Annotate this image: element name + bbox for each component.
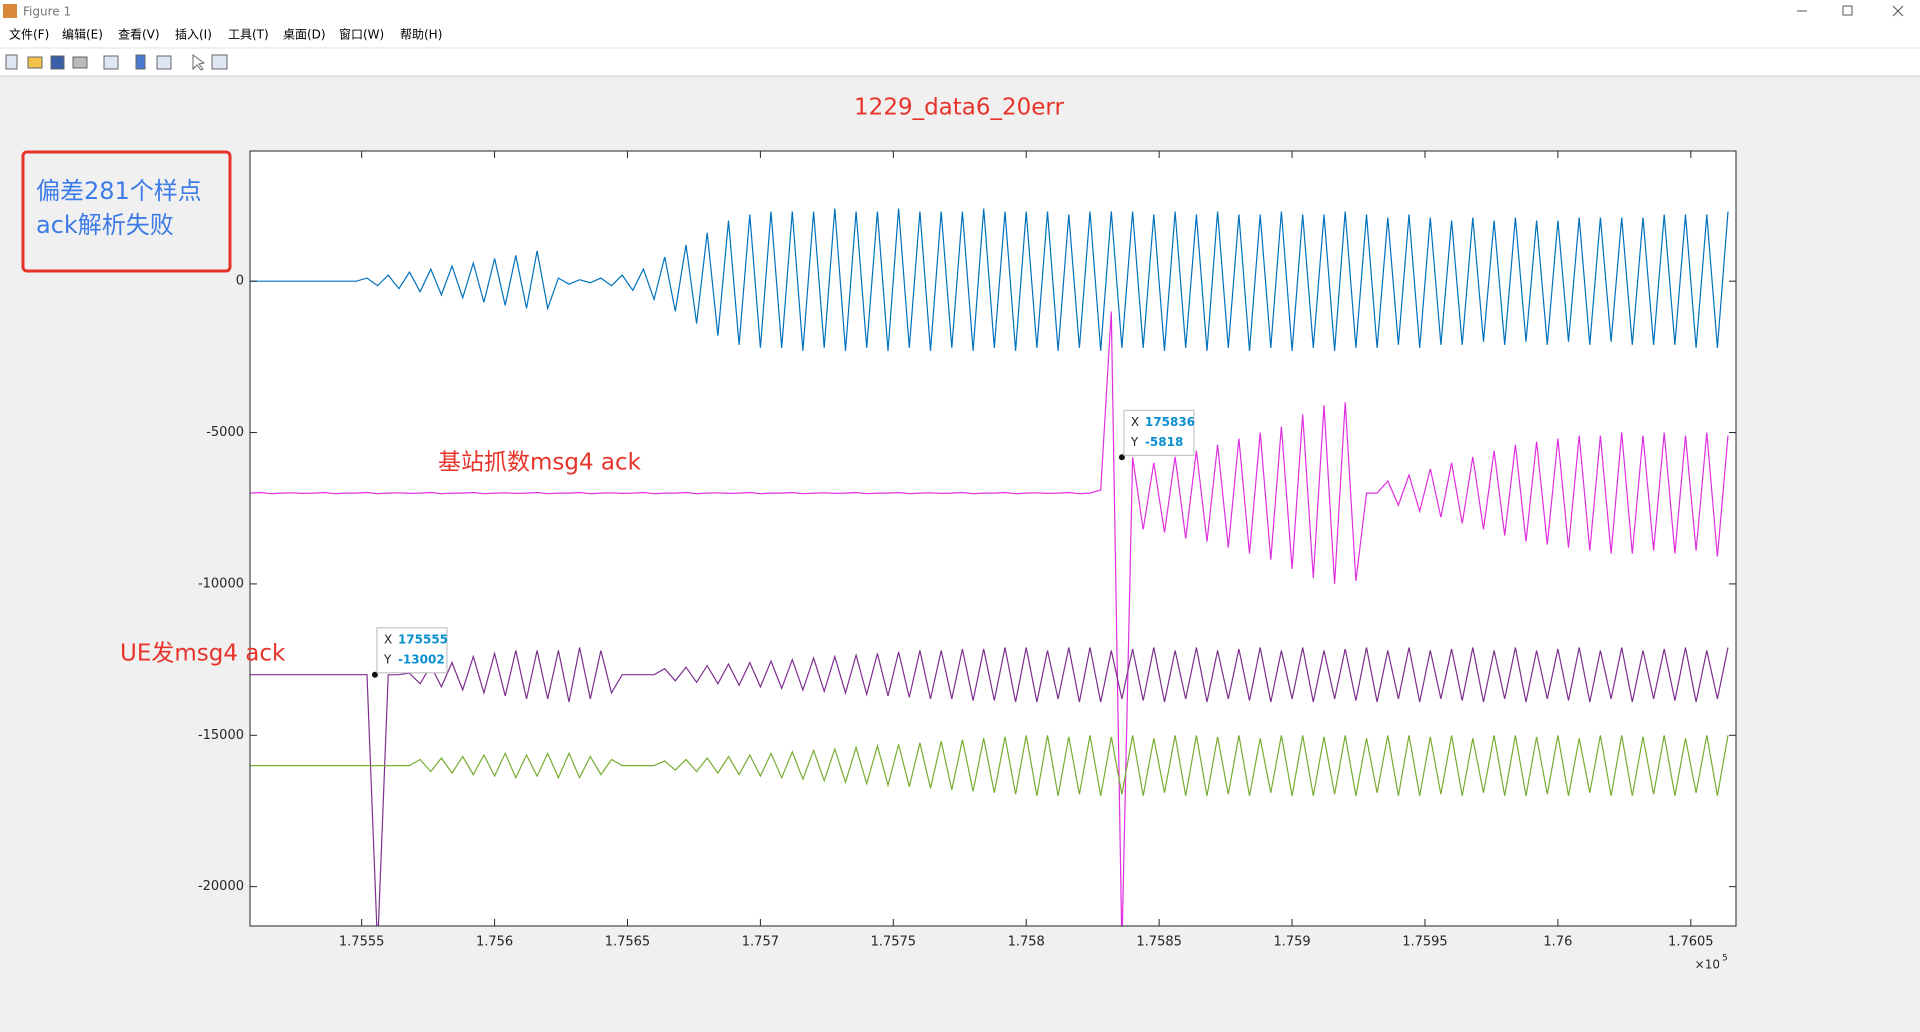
note-text: 偏差281个样点 xyxy=(36,177,202,205)
axes-box xyxy=(249,150,1737,927)
maximize-button[interactable] xyxy=(1842,5,1853,16)
x-tick-label: 1.7555 xyxy=(339,935,385,950)
y-tick-label: -5000 xyxy=(206,425,244,440)
plot-area xyxy=(250,208,1729,926)
x-tick-label: 1.76 xyxy=(1543,935,1572,950)
datatip-value: 175555 xyxy=(398,632,448,646)
datatip-key: Y xyxy=(383,652,392,666)
datatip-key: Y xyxy=(1130,435,1139,449)
menu-item[interactable]: 插入(I) xyxy=(175,28,212,42)
series-line xyxy=(250,647,1729,926)
y-tick-label: -20000 xyxy=(198,879,244,894)
datatip-box[interactable] xyxy=(376,627,448,674)
menu-item[interactable]: 窗口(W) xyxy=(339,28,384,42)
menu-item[interactable]: 文件(F) xyxy=(9,27,49,42)
toolbar-button[interactable] xyxy=(192,54,206,71)
window-title: Figure 1 xyxy=(23,5,71,19)
x-tick-label: 1.757 xyxy=(742,935,779,950)
x-tick-label: 1.756 xyxy=(476,935,513,950)
x-exponent: ×10 xyxy=(1695,958,1720,972)
toolbar-button[interactable] xyxy=(156,55,172,70)
toolbar-button[interactable] xyxy=(50,55,65,70)
y-tick-label: 0 xyxy=(236,274,244,289)
menu-item[interactable]: 工具(T) xyxy=(228,28,269,42)
y-tick-label: -15000 xyxy=(198,728,244,743)
x-tick-label: 1.758 xyxy=(1008,935,1045,950)
toolbar-button[interactable] xyxy=(211,54,228,70)
annotation: UE发msg4 ack xyxy=(120,641,286,667)
datatip-key: X xyxy=(1131,415,1139,429)
x-tick-label: 1.7585 xyxy=(1136,935,1182,950)
toolbar-button[interactable] xyxy=(103,55,119,70)
toolbar-button[interactable] xyxy=(135,54,146,70)
datatip-value: -13002 xyxy=(398,652,445,666)
x-exponent-power: 5 xyxy=(1722,954,1728,964)
menu-item[interactable]: 帮助(H) xyxy=(400,28,442,42)
datatip-value: 175836 xyxy=(1145,415,1195,429)
window-chrome xyxy=(0,0,1920,76)
annotation: 基站抓数msg4 ack xyxy=(438,450,642,476)
datatip-key: X xyxy=(384,632,392,646)
close-button[interactable] xyxy=(1892,5,1904,17)
datatip-value: -5818 xyxy=(1145,435,1183,449)
menu-item[interactable]: 编辑(E) xyxy=(62,27,103,42)
x-tick-label: 1.7565 xyxy=(605,935,651,950)
toolbar-button[interactable] xyxy=(5,54,18,70)
series-line xyxy=(250,311,1729,926)
series-line xyxy=(250,208,1729,351)
app-icon xyxy=(3,4,17,18)
chart-title: 1229_data6_20err xyxy=(854,95,1064,121)
toolbar xyxy=(5,54,228,71)
toolbar-button[interactable] xyxy=(27,56,43,69)
x-tick-label: 1.7595 xyxy=(1402,935,1448,950)
x-tick-label: 1.7605 xyxy=(1668,935,1714,950)
window-controls[interactable] xyxy=(1797,5,1904,17)
menu-item[interactable]: 桌面(D) xyxy=(283,28,326,42)
x-tick-label: 1.7575 xyxy=(871,935,917,950)
series-line xyxy=(250,735,1729,796)
note-text: ack解析失败 xyxy=(36,211,174,239)
axes-background xyxy=(250,151,1736,926)
x-tick-label: 1.759 xyxy=(1273,935,1310,950)
toolbar-button[interactable] xyxy=(72,56,88,69)
y-tick-label: -10000 xyxy=(198,576,244,591)
datatip-box[interactable] xyxy=(1123,409,1195,456)
menu-item[interactable]: 查看(V) xyxy=(118,28,160,42)
note-box xyxy=(21,150,232,273)
